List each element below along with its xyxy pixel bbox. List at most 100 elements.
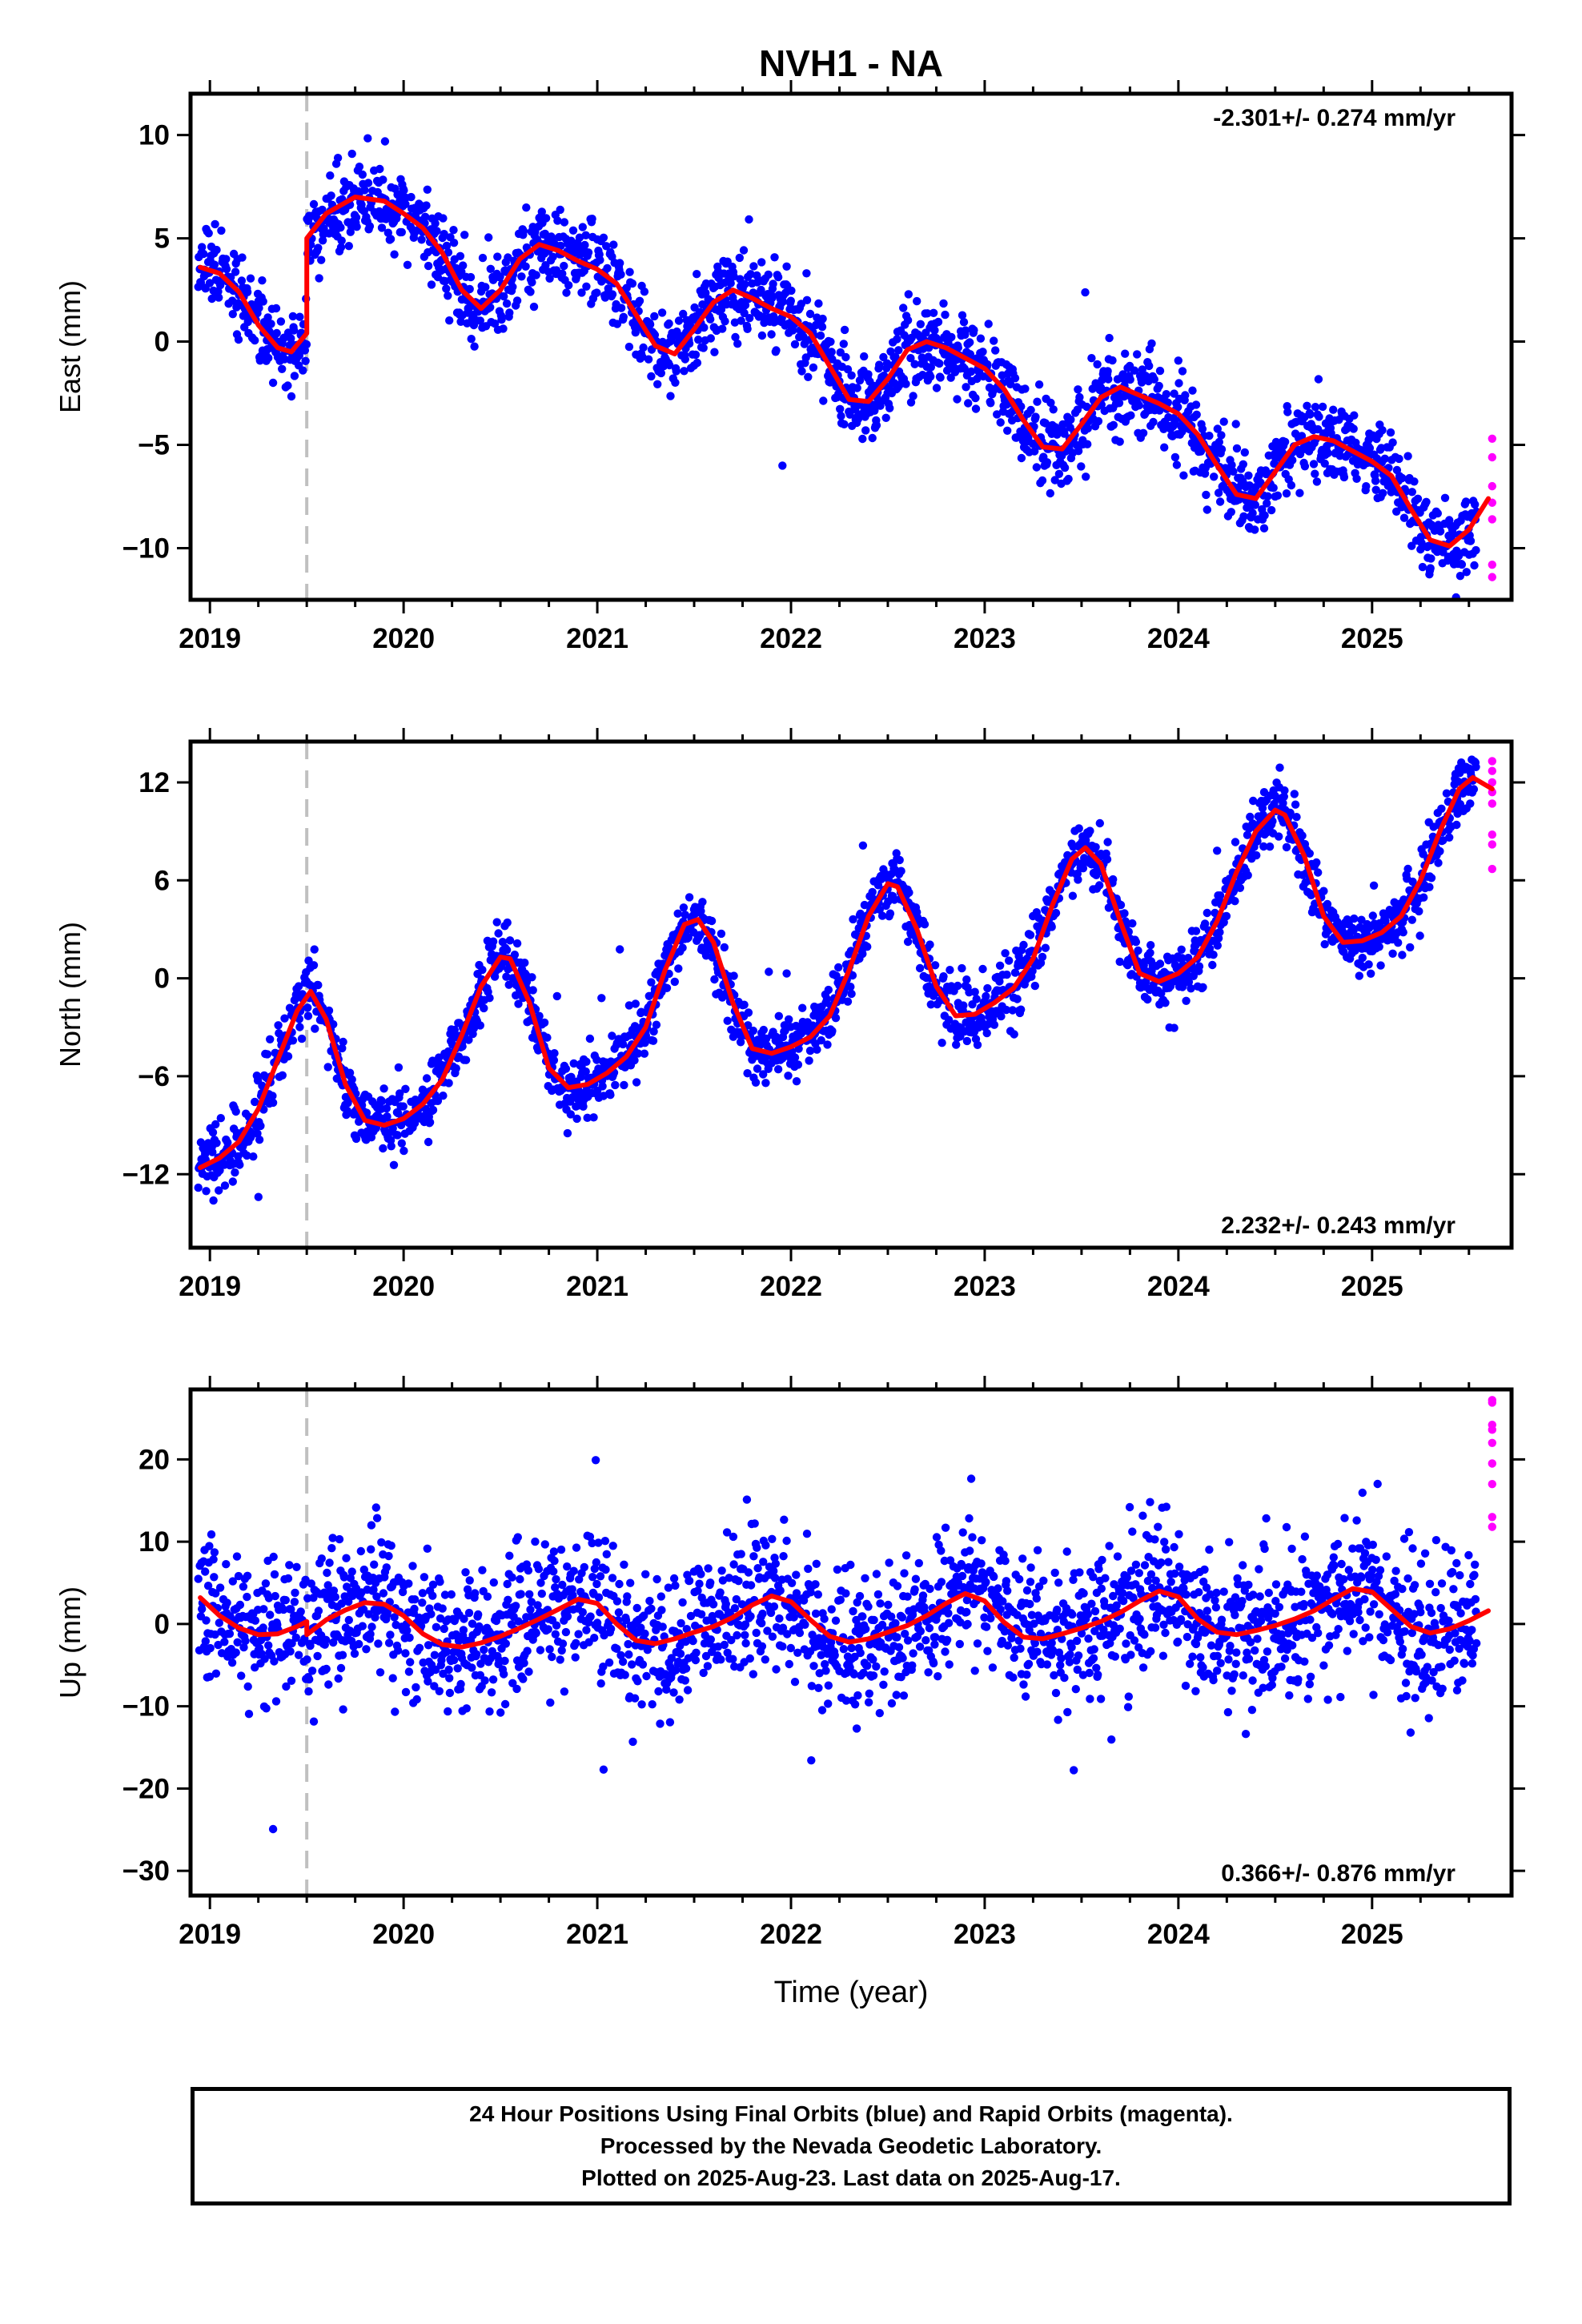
data-point bbox=[452, 1063, 460, 1073]
data-point bbox=[764, 270, 773, 279]
data-point bbox=[619, 312, 628, 321]
data-point bbox=[541, 261, 550, 270]
data-point bbox=[401, 1649, 410, 1658]
data-point bbox=[561, 1064, 571, 1073]
data-point bbox=[743, 324, 752, 333]
data-point bbox=[1019, 940, 1028, 950]
data-point bbox=[1435, 846, 1444, 856]
data-point bbox=[1217, 444, 1227, 454]
data-point bbox=[246, 274, 255, 283]
data-point bbox=[283, 381, 292, 390]
data-point bbox=[954, 981, 962, 991]
data-point bbox=[768, 294, 777, 303]
data-point bbox=[743, 1069, 752, 1078]
data-point bbox=[1320, 939, 1329, 949]
data-point bbox=[465, 284, 474, 294]
data-point bbox=[423, 185, 432, 194]
data-point bbox=[450, 1025, 459, 1035]
data-point bbox=[472, 1650, 481, 1659]
x-tick-label: 2021 bbox=[566, 623, 628, 654]
data-point bbox=[836, 404, 845, 413]
data-point bbox=[837, 412, 845, 420]
data-point bbox=[460, 231, 469, 239]
data-point bbox=[934, 317, 943, 327]
data-point bbox=[425, 1118, 435, 1127]
data-point bbox=[1178, 367, 1187, 376]
data-point bbox=[978, 964, 987, 974]
data-point bbox=[488, 937, 498, 946]
data-point bbox=[432, 1622, 441, 1632]
data-point bbox=[468, 1619, 477, 1628]
data-point bbox=[1170, 1023, 1178, 1032]
data-point bbox=[1046, 489, 1055, 498]
data-point bbox=[1251, 525, 1259, 534]
data-point bbox=[685, 893, 694, 902]
data-point bbox=[476, 316, 484, 325]
data-point bbox=[209, 1196, 218, 1205]
data-point bbox=[1155, 366, 1165, 376]
data-point bbox=[449, 1655, 459, 1665]
data-point bbox=[1269, 484, 1278, 493]
data-point bbox=[291, 1633, 300, 1642]
data-point bbox=[415, 1643, 424, 1652]
data-point bbox=[372, 1514, 382, 1522]
data-point bbox=[217, 226, 226, 235]
data-point bbox=[1155, 406, 1164, 415]
rapid-point bbox=[1488, 452, 1497, 462]
data-point bbox=[966, 338, 974, 347]
data-point bbox=[317, 255, 326, 264]
data-point bbox=[739, 246, 749, 255]
data-point bbox=[1186, 984, 1195, 993]
data-point bbox=[212, 245, 221, 255]
data-point bbox=[649, 1027, 658, 1036]
data-point bbox=[757, 285, 765, 295]
data-point bbox=[589, 1113, 598, 1122]
data-point bbox=[199, 249, 208, 259]
data-point bbox=[737, 316, 745, 325]
data-point bbox=[371, 1503, 380, 1512]
data-point bbox=[665, 360, 674, 370]
data-point bbox=[1329, 405, 1338, 414]
data-point bbox=[313, 1651, 322, 1661]
data-point bbox=[220, 1638, 229, 1647]
data-point bbox=[1350, 914, 1359, 923]
data-point bbox=[575, 233, 584, 242]
data-point bbox=[210, 1548, 219, 1557]
data-point bbox=[351, 1134, 361, 1144]
data-point bbox=[1305, 849, 1315, 858]
data-point bbox=[500, 1699, 510, 1709]
data-point bbox=[403, 1626, 412, 1635]
data-point bbox=[1472, 545, 1480, 555]
data-point bbox=[1160, 443, 1169, 452]
data-point bbox=[1131, 938, 1141, 947]
data-point bbox=[790, 340, 800, 349]
data-point bbox=[1227, 460, 1236, 469]
data-point bbox=[1295, 489, 1304, 497]
data-point bbox=[382, 1563, 391, 1572]
data-point bbox=[243, 287, 252, 296]
data-point bbox=[640, 1049, 649, 1058]
data-point bbox=[422, 201, 431, 210]
data-point bbox=[1259, 788, 1269, 797]
data-point bbox=[720, 943, 729, 952]
data-point bbox=[504, 980, 513, 989]
data-point bbox=[701, 951, 711, 960]
data-point bbox=[939, 972, 948, 981]
data-point bbox=[1426, 564, 1435, 573]
data-point bbox=[548, 252, 557, 261]
data-point bbox=[355, 163, 364, 171]
data-point bbox=[222, 1560, 231, 1569]
data-point bbox=[464, 1035, 473, 1044]
data-point bbox=[1120, 909, 1129, 918]
data-point bbox=[1263, 499, 1271, 508]
data-point bbox=[467, 335, 476, 344]
data-point bbox=[363, 179, 373, 187]
data-point bbox=[778, 461, 787, 470]
data-point bbox=[1001, 949, 1010, 958]
data-point bbox=[222, 255, 231, 263]
data-point bbox=[235, 1160, 244, 1169]
data-point bbox=[1267, 505, 1276, 515]
data-point bbox=[1275, 832, 1283, 841]
data-point bbox=[214, 287, 223, 296]
data-point bbox=[549, 1055, 559, 1065]
